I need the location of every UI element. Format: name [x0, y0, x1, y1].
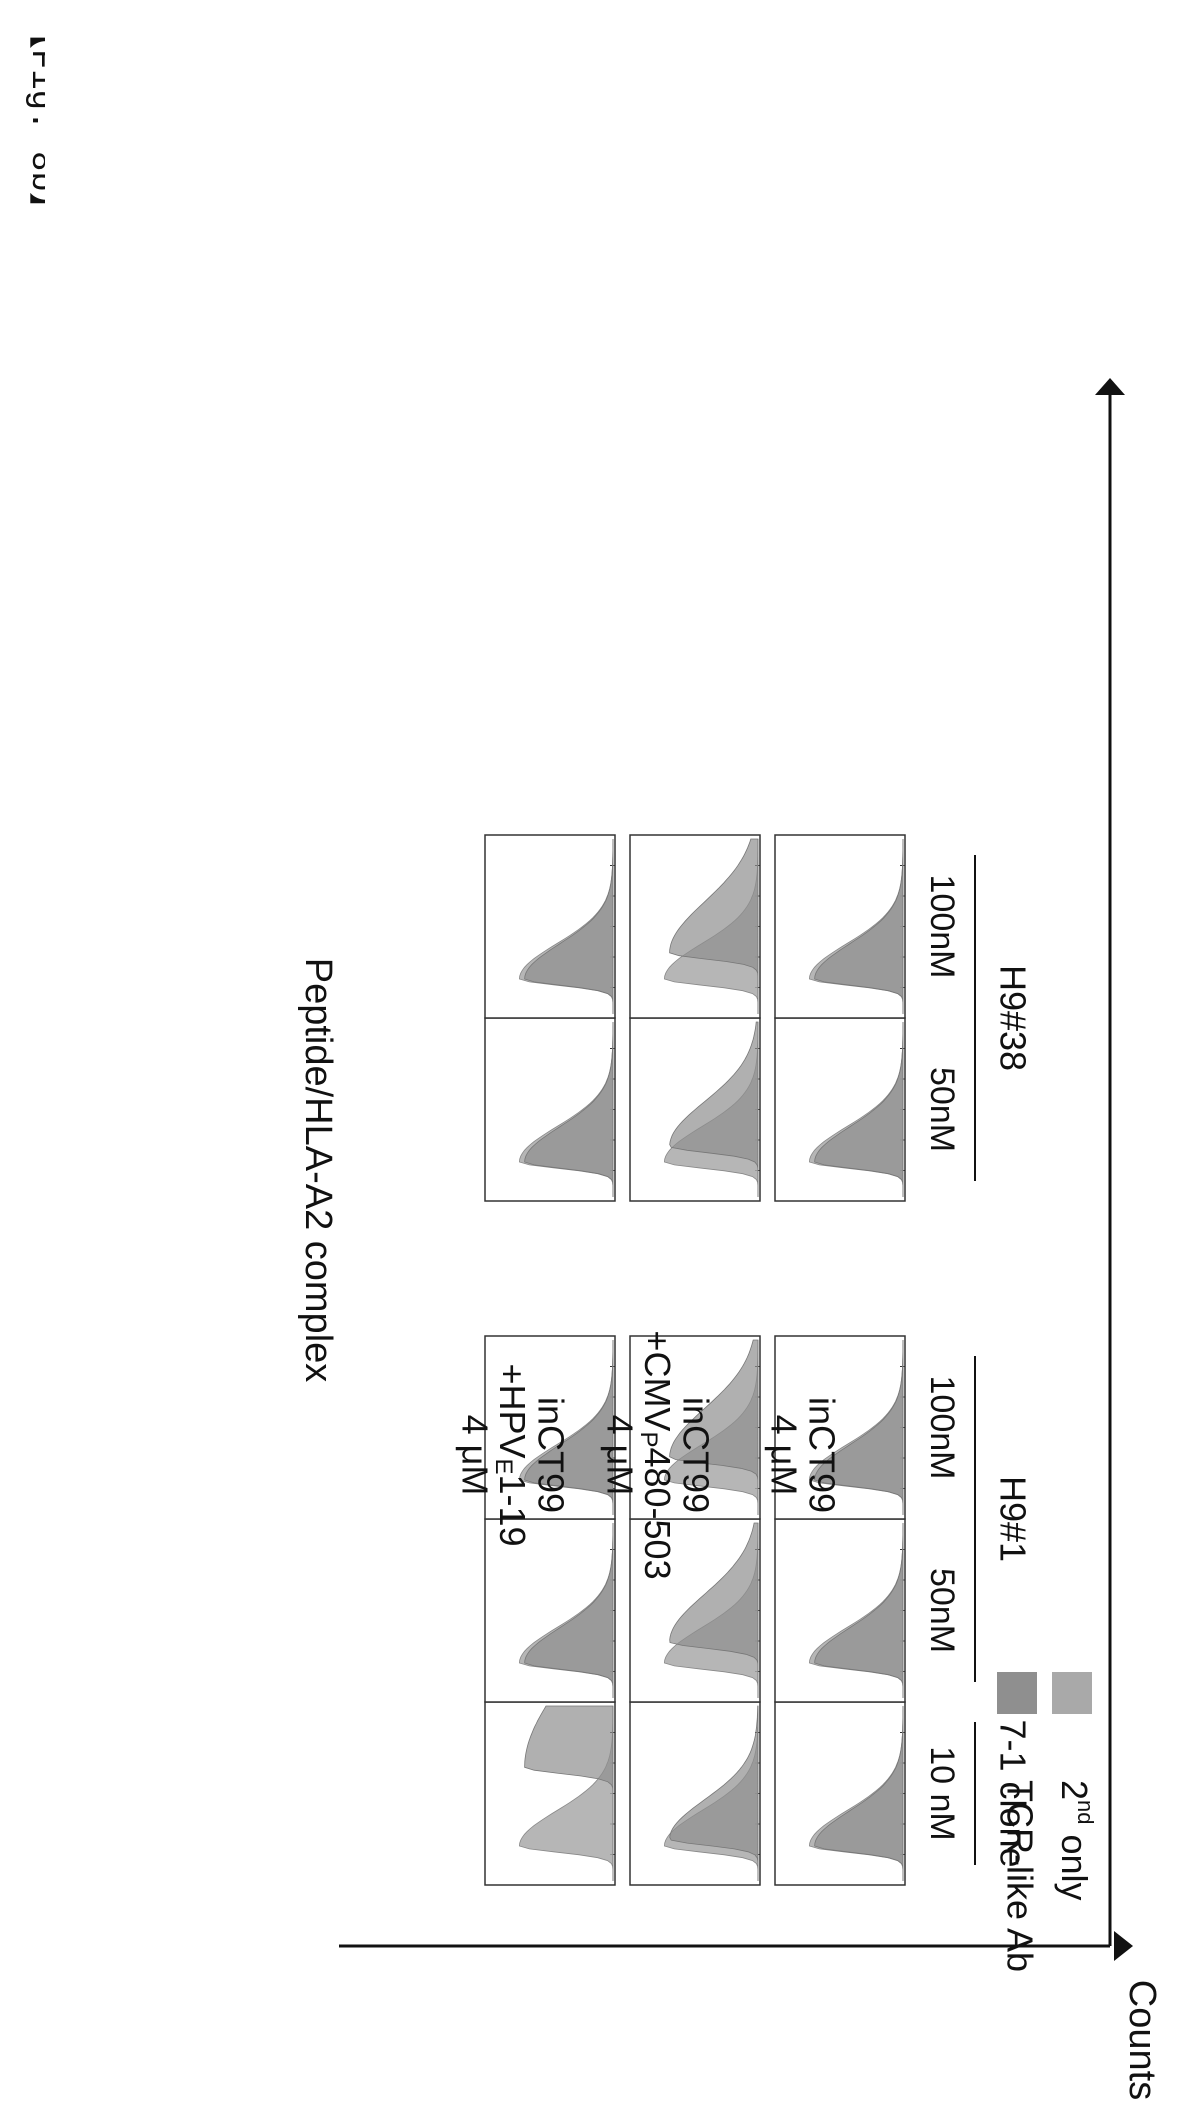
histogram-tcr-like-ab [814, 1523, 904, 1698]
histogram-tcr-like-ab [524, 839, 614, 1014]
row-label-line: inCT99 [675, 1397, 716, 1513]
histogram-tcr-like-ab [814, 1022, 904, 1197]
histogram-tcr-like-ab [669, 1339, 759, 1515]
legend-swatch [1052, 1672, 1092, 1714]
histogram-tcr-like-ab [669, 838, 759, 1014]
legend-label: TCR-like Ab [999, 1780, 1040, 1972]
row-label-line: +CMVP480-503 [635, 1330, 679, 1579]
histogram-tcr-like-ab [669, 1021, 759, 1197]
histogram-tcr-like-ab [524, 1022, 614, 1197]
panel-r1-c1 [774, 1701, 906, 1886]
panel-r3-c2 [484, 1518, 616, 1703]
figure-axes [339, 378, 1133, 1961]
panel-r1-c4 [774, 1017, 906, 1202]
group-label: H9#38 [992, 965, 1033, 1071]
histogram-tcr-like-ab [524, 1523, 614, 1698]
panel-r1-c3 [774, 1335, 906, 1520]
panel-r1-c5 [774, 834, 906, 1019]
histogram-tcr-like-ab [669, 1522, 759, 1698]
column-label: 10 nM [923, 1746, 961, 1841]
y-axis-arrowhead [1095, 378, 1125, 395]
panel-r3-c5 [484, 834, 616, 1019]
panel-r2-c4 [629, 1017, 761, 1202]
panel-r2-c5 [629, 834, 761, 1019]
histogram-tcr-like-ab [669, 1705, 759, 1881]
group-label: H9#1 [992, 1476, 1033, 1562]
x-axis-label: Peptide/HLA-A2 complex [297, 958, 339, 1383]
panel-r3-c4 [484, 1017, 616, 1202]
row-label-line: +HPVE1-19 [490, 1363, 534, 1546]
group-label: 7-1 clone [992, 1719, 1033, 1867]
histogram-tcr-like-ab [814, 839, 904, 1014]
column-label: 100nM [923, 875, 961, 979]
panel-r1-c2 [774, 1518, 906, 1703]
row-label-line: 4 μM [454, 1415, 495, 1496]
grid-labels: 7-1 clone H9#1 H9#38 10 nM 50nM 100nM 50nM 100n… [454, 855, 1033, 1868]
histogram-tcr-like-ab [524, 1705, 614, 1881]
panel-r3-c1 [484, 1701, 616, 1886]
row-label-line: 4 μM [763, 1415, 804, 1496]
column-label: 50nM [923, 1568, 961, 1653]
panel-r2-c3 [629, 1335, 761, 1520]
legend: 2nd only TCR-like Ab [997, 1672, 1098, 1972]
histogram-tcr-like-ab [814, 1340, 904, 1515]
row-label-line: 4 μM [599, 1415, 640, 1496]
row-label-line: inCT99 [801, 1397, 842, 1513]
panel-r3-c3 [484, 1335, 616, 1520]
panel-r2-c2 [629, 1518, 761, 1703]
panel-grid [484, 834, 906, 1886]
x-axis-arrowhead [1114, 1931, 1133, 1961]
y-axis-label: Counts [1121, 1980, 1163, 2100]
panel-r2-c1 [629, 1701, 761, 1886]
legend-swatch [997, 1672, 1037, 1714]
row-label-line: inCT99 [530, 1397, 571, 1513]
column-label: 50nM [923, 1067, 961, 1152]
legend-label: 2nd only [1054, 1780, 1098, 1901]
column-label: 100nM [923, 1376, 961, 1480]
histogram-tcr-like-ab [814, 1706, 904, 1881]
histogram-tcr-like-ab [524, 1340, 614, 1515]
